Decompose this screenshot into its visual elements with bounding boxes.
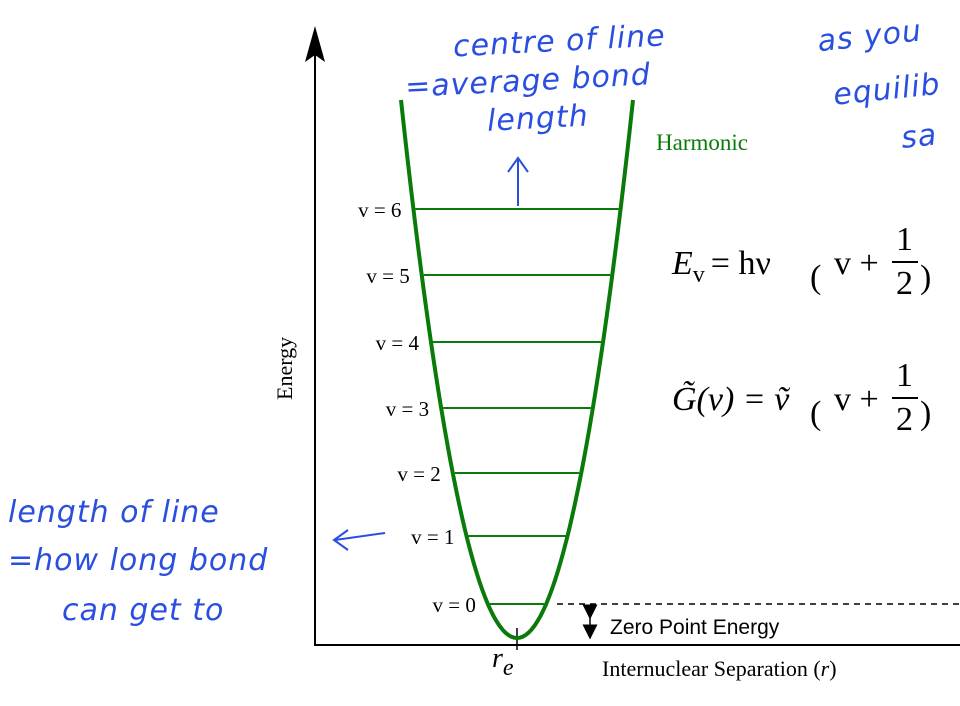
svg-text:1: 1 (896, 357, 913, 394)
energy-level-label: v = 0 (432, 593, 475, 617)
svg-text:(: ( (810, 395, 821, 432)
svg-text:sa: sa (899, 117, 938, 156)
svg-text:Ev= hν: Ev = hν (671, 245, 771, 288)
up-arrow-icon (507, 156, 529, 206)
svg-text:): ) (920, 395, 931, 432)
svg-text:): ) (920, 259, 931, 296)
svg-text:1: 1 (896, 221, 913, 258)
left-handwritten-note: length of line =how long bond can get to (8, 495, 268, 628)
svg-text:v +: v + (834, 245, 879, 282)
svg-text:length of line: length of line (8, 495, 220, 530)
energy-level-label: v = 4 (376, 331, 420, 355)
svg-text:2: 2 (896, 401, 913, 438)
svg-text:2: 2 (896, 265, 913, 302)
svg-text:(: ( (810, 259, 821, 296)
energy-level-label: v = 3 (386, 397, 429, 421)
left-arrow-icon (332, 529, 386, 551)
y-axis-arrow-icon (305, 26, 325, 62)
zero-point-energy-label: Zero Point Energy (610, 616, 780, 639)
svg-text:v +: v + (834, 381, 879, 418)
energy-level-label: v = 1 (411, 525, 454, 549)
energy-level-label: v = 2 (397, 462, 440, 486)
energy-level-label: v = 6 (358, 198, 401, 222)
svg-text:=how long bond: =how long bond (8, 543, 268, 578)
svg-text:length: length (486, 99, 589, 139)
svg-text:can get to: can get to (62, 593, 224, 628)
equilibrium-label: re (492, 643, 514, 681)
x-axis-label: Internuclear Separation (r) (602, 656, 837, 681)
svg-text:equilib: equilib (832, 67, 943, 113)
svg-text:=average bond: =average bond (404, 57, 651, 105)
energy-levels: v = 0 v = 1 v = 2 v = 3 v = 4 v = 5 v = 6 (358, 198, 619, 617)
svg-text:G̃(v) = ṽ: G̃(v) = ṽ (672, 380, 790, 418)
energy-equation: Ev = hν ( v + 1 2 ) (671, 221, 931, 302)
wavenumber-equation: G̃(v) = ṽ ( v + 1 2 ) (672, 357, 931, 438)
right-handwritten-note: as you equilib sa (816, 13, 943, 156)
harmonic-potential-curve (399, 99, 635, 641)
energy-level-label: v = 5 (366, 264, 409, 288)
curve-label: Harmonic (656, 130, 748, 155)
y-axis-label: Energy (272, 337, 297, 400)
svg-text:as you: as you (816, 13, 924, 59)
